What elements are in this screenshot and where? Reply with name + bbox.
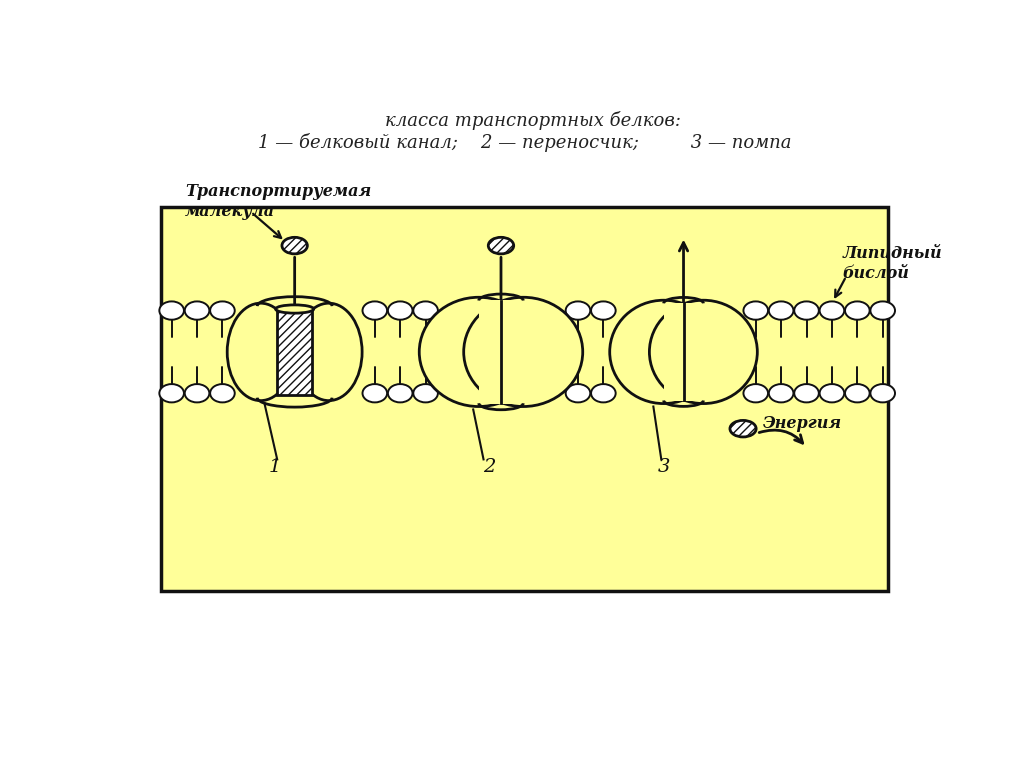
Ellipse shape xyxy=(275,305,313,313)
Circle shape xyxy=(362,384,387,403)
Circle shape xyxy=(591,384,615,403)
Ellipse shape xyxy=(464,298,583,407)
Text: 1: 1 xyxy=(268,458,281,476)
Circle shape xyxy=(845,301,869,320)
Circle shape xyxy=(388,384,413,403)
Text: 1 — белковый канал;    2 — переносчик;         3 — помпа: 1 — белковый канал; 2 — переносчик; 3 — … xyxy=(258,133,792,152)
Circle shape xyxy=(819,384,844,403)
Circle shape xyxy=(362,301,387,320)
Circle shape xyxy=(743,384,768,403)
Bar xyxy=(479,300,523,403)
Ellipse shape xyxy=(609,300,718,403)
Circle shape xyxy=(210,301,234,320)
Ellipse shape xyxy=(488,237,514,254)
Circle shape xyxy=(414,384,438,403)
Circle shape xyxy=(160,384,184,403)
Text: Транспортируемая
малекула: Транспортируемая малекула xyxy=(185,183,372,219)
Ellipse shape xyxy=(227,303,294,400)
Circle shape xyxy=(565,301,590,320)
Circle shape xyxy=(870,301,895,320)
Ellipse shape xyxy=(730,420,756,437)
Circle shape xyxy=(819,301,844,320)
Circle shape xyxy=(795,384,819,403)
Circle shape xyxy=(388,301,413,320)
Circle shape xyxy=(743,301,768,320)
Circle shape xyxy=(184,301,209,320)
Circle shape xyxy=(591,301,615,320)
Bar xyxy=(278,309,312,395)
Ellipse shape xyxy=(419,298,539,407)
Circle shape xyxy=(845,384,869,403)
Circle shape xyxy=(210,384,234,403)
Text: 2: 2 xyxy=(483,458,496,476)
Circle shape xyxy=(795,301,819,320)
Text: класса транспортных белков:: класса транспортных белков: xyxy=(385,111,681,130)
Circle shape xyxy=(160,301,184,320)
Circle shape xyxy=(769,384,794,403)
Circle shape xyxy=(184,384,209,403)
Text: 3: 3 xyxy=(657,458,670,476)
Circle shape xyxy=(870,384,895,403)
Circle shape xyxy=(414,301,438,320)
Ellipse shape xyxy=(296,303,362,400)
Circle shape xyxy=(565,384,590,403)
Ellipse shape xyxy=(649,300,758,403)
Bar xyxy=(664,303,703,400)
Text: Липидный
бислой: Липидный бислой xyxy=(843,245,942,281)
Ellipse shape xyxy=(282,237,307,254)
FancyBboxPatch shape xyxy=(162,207,888,591)
Text: Энергия: Энергия xyxy=(763,416,842,433)
Circle shape xyxy=(769,301,794,320)
